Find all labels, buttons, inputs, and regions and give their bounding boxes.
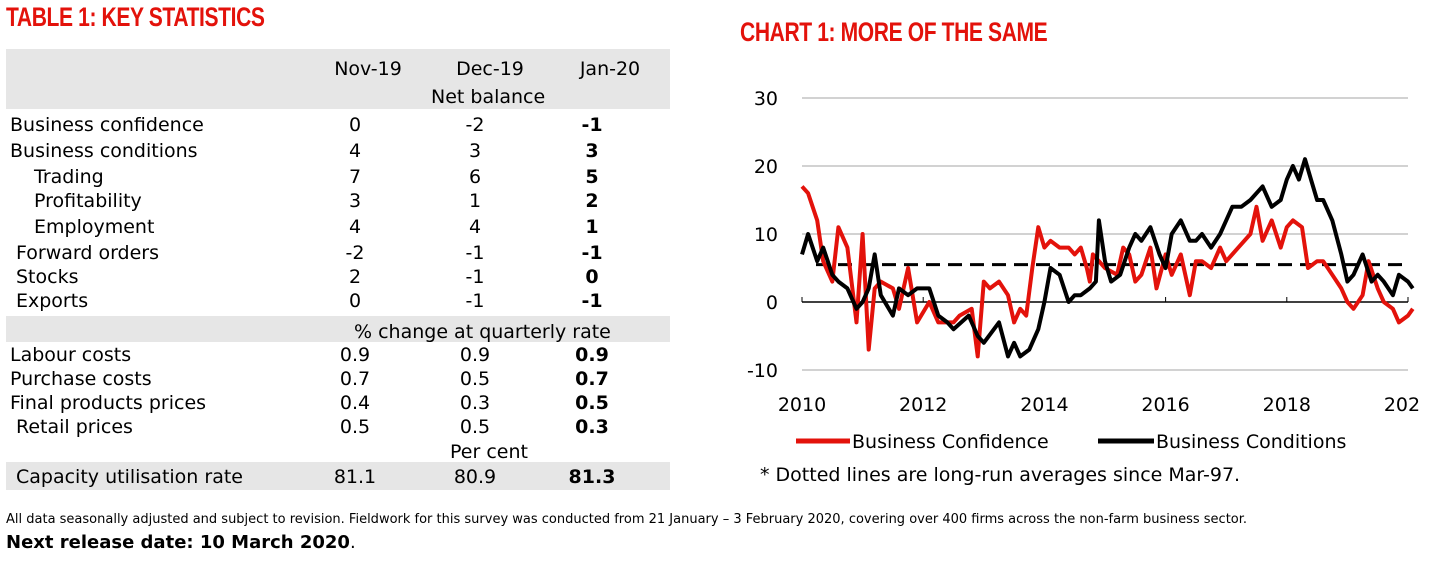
table-cell: 0.9 xyxy=(339,344,371,366)
section-band-capacity xyxy=(6,462,670,490)
table-cell: 6 xyxy=(468,166,482,188)
table-cell: 0.5 xyxy=(339,416,371,438)
table-cell: -1 xyxy=(465,266,485,288)
table-cell: -2 xyxy=(465,114,485,136)
table-cell: 0.5 xyxy=(575,392,609,414)
table-cell: -1 xyxy=(581,290,603,312)
row-label: Retail prices xyxy=(16,416,133,438)
x-tick-label: 2010 xyxy=(778,394,826,416)
gridlines xyxy=(801,97,1409,371)
legend-label-business-confidence: Business Confidence xyxy=(852,431,1049,453)
table-cell: 3 xyxy=(468,140,482,162)
table-cell: 0.3 xyxy=(575,416,609,438)
row-label: Labour costs xyxy=(10,344,132,366)
table-cell: 2 xyxy=(348,266,362,288)
table-cell: 0.4 xyxy=(339,392,371,414)
table-cell: -1 xyxy=(581,114,603,136)
x-tick-label: 2014 xyxy=(1020,394,1068,416)
table-cell: 5 xyxy=(585,166,599,188)
column-header: Nov-19 xyxy=(334,58,402,80)
table-cell: 7 xyxy=(348,166,362,188)
table-cell: 0.5 xyxy=(459,416,491,438)
section-header-net-balance: Net balance xyxy=(431,86,546,108)
x-tick-label: 2020 xyxy=(1384,394,1420,416)
table-cell: 81.1 xyxy=(333,466,377,488)
table-cell: 0 xyxy=(585,266,599,288)
business-conditions-line xyxy=(800,157,1415,359)
table-cell: 0 xyxy=(348,290,362,312)
row-label: Exports xyxy=(16,290,89,312)
table-cell: 3 xyxy=(585,140,599,162)
chart-title: CHART 1: MORE OF THE SAME xyxy=(740,17,1048,47)
release-date: Next release date: 10 March 2020. xyxy=(6,532,356,553)
table-cell: 0.7 xyxy=(575,368,609,390)
section-header-quarterly: % change at quarterly rate xyxy=(354,321,611,343)
row-label: Profitability xyxy=(34,190,142,212)
table-cell: 1 xyxy=(585,216,599,238)
y-tick-label: 20 xyxy=(754,156,778,178)
section-header-per-cent: Per cent xyxy=(450,441,528,463)
table-cell: 4 xyxy=(468,216,482,238)
table-cell: 0.5 xyxy=(459,368,491,390)
table-cell: 0.9 xyxy=(459,344,491,366)
row-label: Stocks xyxy=(16,266,79,288)
table-cell: -1 xyxy=(581,242,603,264)
x-tick-label: 2012 xyxy=(899,394,947,416)
y-tick-label: 0 xyxy=(766,292,778,314)
table-cell: -2 xyxy=(345,242,365,264)
row-label: Forward orders xyxy=(16,242,160,264)
chart-note: * Dotted lines are long-run averages sin… xyxy=(760,464,1240,486)
release-date-suffix: . xyxy=(349,532,356,553)
table-cell: 4 xyxy=(348,140,362,162)
row-label: Business confidence xyxy=(10,114,204,136)
x-tick-label: 2018 xyxy=(1263,394,1311,416)
row-label: Final products prices xyxy=(10,392,207,414)
table-cell: 80.9 xyxy=(453,466,497,488)
table-cell: 2 xyxy=(585,190,599,212)
table-cell: 1 xyxy=(468,190,482,212)
row-label: Trading xyxy=(34,166,104,188)
table-cell: 0 xyxy=(348,114,362,136)
table-cell: 0.7 xyxy=(339,368,371,390)
table-cell: 81.3 xyxy=(568,466,616,488)
y-tick-label: 10 xyxy=(754,224,778,246)
table-cell: 3 xyxy=(348,190,362,212)
section-band-quarterly xyxy=(6,316,670,342)
table-cell: -1 xyxy=(465,242,485,264)
release-date-label: Next release date: 10 March 2020 xyxy=(6,532,350,553)
row-label: Employment xyxy=(34,216,155,238)
table-cell: 4 xyxy=(348,216,362,238)
column-header: Dec-19 xyxy=(456,58,524,80)
table-cell: -1 xyxy=(465,290,485,312)
row-label: Capacity utilisation rate xyxy=(16,466,243,488)
table-cell: 0.3 xyxy=(459,392,491,414)
chart-legend: Business Confidence Business Conditions xyxy=(796,431,1346,453)
table-title: TABLE 1: KEY STATISTICS xyxy=(6,2,265,32)
header-band xyxy=(6,49,670,109)
y-tick-label: 30 xyxy=(754,88,778,110)
footnote: All data seasonally adjusted and subject… xyxy=(6,512,1248,527)
table-cell: 0.9 xyxy=(575,344,609,366)
legend-label-business-conditions: Business Conditions xyxy=(1156,431,1346,453)
x-tick-label: 2016 xyxy=(1141,394,1189,416)
y-tick-label: -10 xyxy=(747,360,778,382)
row-label: Purchase costs xyxy=(10,368,152,390)
series-lines xyxy=(800,157,1415,359)
row-label: Business conditions xyxy=(10,140,198,162)
column-header: Jan-20 xyxy=(579,58,641,80)
